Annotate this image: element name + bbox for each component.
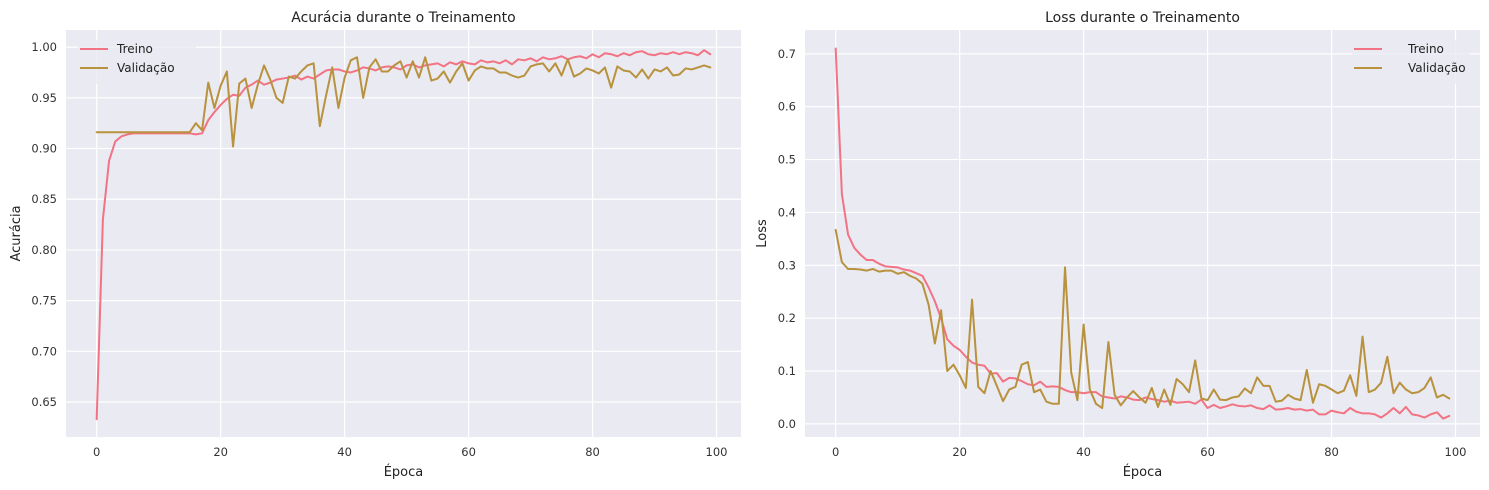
loss-x-tick-label: 60 <box>1200 445 1215 459</box>
accuracy-chart-title: Acurácia durante o Treinamento <box>291 10 515 26</box>
accuracy-x-tick-label: 0 <box>93 445 100 459</box>
loss-y-tick-label: 0.0 <box>778 417 796 431</box>
accuracy-y-tick-label: 0.90 <box>31 142 57 156</box>
accuracy-y-tick-label: 0.95 <box>31 91 57 105</box>
loss-x-tick-label: 100 <box>1445 445 1467 459</box>
loss-ticks: 0 20 40 60 80 100 0.0 0.1 0.2 0.3 0.4 0.5 0.6 0.7 <box>778 47 1467 459</box>
loss-x-tick-label: 0 <box>832 445 839 459</box>
accuracy-x-tick-label: 80 <box>585 445 600 459</box>
accuracy-ticks: 0 20 40 60 80 100 0.65 0.70 0.75 0.80 0.85 0.90 0.95… <box>31 40 727 459</box>
accuracy-series <box>95 49 712 421</box>
loss-y-tick-label: 0.3 <box>778 258 796 272</box>
accuracy-grid <box>66 30 741 437</box>
accuracy-y-tick-label: 0.75 <box>31 294 57 308</box>
loss-y-tick-label: 0.7 <box>778 47 796 61</box>
accuracy-x-axis-label: Época <box>384 464 424 480</box>
loss-x-tick-label: 80 <box>1324 445 1339 459</box>
loss-chart: 0 20 40 60 80 100 0.0 0.1 0.2 0.3 0.4 0.5 0.6 0.7 Los… <box>755 10 1480 480</box>
accuracy-legend-train-label: Treino <box>116 42 153 56</box>
accuracy-y-tick-label: 0.65 <box>31 395 57 409</box>
accuracy-x-tick-label: 40 <box>337 445 352 459</box>
accuracy-plot-area <box>66 30 741 437</box>
accuracy-legend: Treino Validação <box>78 40 196 84</box>
loss-series <box>834 47 1451 420</box>
accuracy-legend-box <box>78 40 196 84</box>
loss-x-axis-label: Época <box>1123 464 1163 480</box>
accuracy-x-tick-label: 60 <box>461 445 476 459</box>
loss-legend-validation-label: Validação <box>1408 61 1466 75</box>
loss-y-axis-label: Loss <box>755 219 770 248</box>
loss-plot-area <box>805 30 1480 437</box>
loss-y-tick-label: 0.4 <box>778 205 796 219</box>
accuracy-chart: 0 20 40 60 80 100 0.65 0.70 0.75 0.80 0.85 0.90 0.95… <box>9 10 741 480</box>
accuracy-x-tick-label: 20 <box>213 445 228 459</box>
loss-legend-train-label: Treino <box>1407 42 1444 56</box>
loss-chart-title: Loss durante o Treinamento <box>1045 10 1240 26</box>
accuracy-validation-line <box>95 56 712 148</box>
loss-validation-line <box>834 228 1451 410</box>
loss-legend: Treino Validação <box>1352 40 1470 84</box>
accuracy-x-tick-label: 100 <box>706 445 728 459</box>
accuracy-legend-validation-label: Validação <box>117 61 175 75</box>
loss-y-tick-label: 0.5 <box>778 153 796 167</box>
loss-y-tick-label: 0.6 <box>778 100 796 114</box>
accuracy-y-tick-label: 0.70 <box>31 344 57 358</box>
accuracy-y-tick-label: 1.00 <box>31 40 57 54</box>
loss-x-tick-label: 20 <box>952 445 967 459</box>
loss-x-tick-label: 40 <box>1076 445 1091 459</box>
accuracy-y-tick-label: 0.85 <box>31 192 57 206</box>
loss-legend-box <box>1352 40 1470 84</box>
loss-y-tick-label: 0.1 <box>778 364 796 378</box>
loss-y-tick-label: 0.2 <box>778 311 796 325</box>
accuracy-y-tick-label: 0.80 <box>31 243 57 257</box>
loss-train-line <box>834 47 1451 420</box>
accuracy-y-axis-label: Acurácia <box>9 205 24 261</box>
